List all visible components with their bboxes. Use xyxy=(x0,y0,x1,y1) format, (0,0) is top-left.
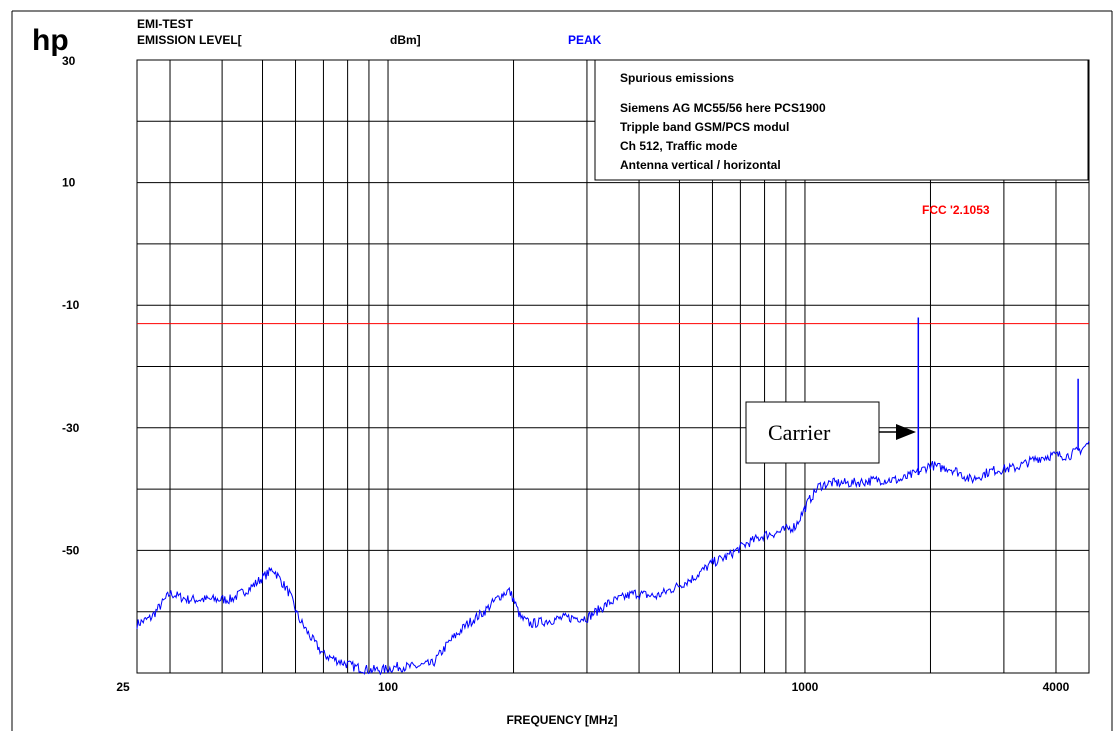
x-tick-label-25: 25 xyxy=(116,680,130,694)
carrier-box xyxy=(745,401,880,464)
emission-trace xyxy=(136,440,1090,676)
hp-logo: hp xyxy=(32,24,69,57)
y-tick-label-10: 10 xyxy=(62,176,76,190)
x-tick-label-4000: 4000 xyxy=(1043,680,1070,694)
grid xyxy=(136,59,1090,674)
info-line-2: Tripple band GSM/PCS modul xyxy=(620,120,789,134)
x-tick-label-1000: 1000 xyxy=(792,680,819,694)
y-tick-label--50: -50 xyxy=(62,543,80,557)
y-tick-label-30: 30 xyxy=(62,54,76,68)
info-line-1: Siemens AG MC55/56 here PCS1900 xyxy=(620,101,826,115)
y-tick-label--10: -10 xyxy=(62,298,80,312)
carrier-label: Carrier xyxy=(768,420,831,445)
info-box xyxy=(594,59,1089,181)
info-line-4: Antenna vertical / horizontal xyxy=(620,158,781,172)
info-line-3: Ch 512, Traffic mode xyxy=(620,139,738,153)
x-tick-label-100: 100 xyxy=(378,680,398,694)
limit-label: FCC '2.1053 xyxy=(922,203,990,217)
unit-label: dBm] xyxy=(390,33,421,47)
tick-labels: 30 10 -10 -30 -50 25 100 1000 4000 xyxy=(62,54,1070,694)
carrier-arrow-head xyxy=(896,424,916,440)
emission-level-label: EMISSION LEVEL[ xyxy=(137,33,242,47)
trace-group xyxy=(136,317,1090,676)
detector-label: PEAK xyxy=(568,33,602,47)
y-tick-label--30: -30 xyxy=(62,421,80,435)
test-name: EMI-TEST xyxy=(137,17,194,31)
info-title: Spurious emissions xyxy=(620,71,734,85)
x-axis-label: FREQUENCY [MHz] xyxy=(506,713,617,727)
